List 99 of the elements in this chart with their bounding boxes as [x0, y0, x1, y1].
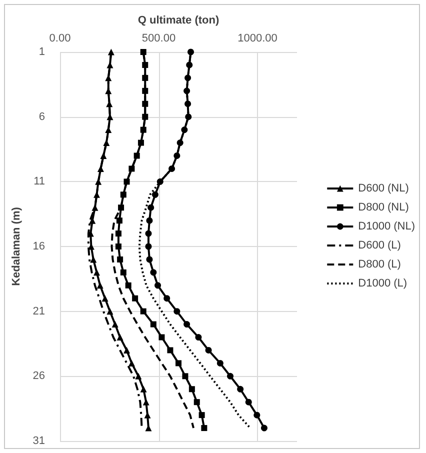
legend-label: D800 (L) [358, 258, 401, 270]
point [90, 256, 97, 263]
point [95, 178, 102, 185]
y-tick-label: 16 [32, 240, 45, 252]
x-tick-label: 0.00 [49, 32, 71, 44]
point [174, 308, 180, 315]
point [117, 256, 124, 262]
point [115, 244, 122, 250]
point [142, 88, 148, 94]
y-tick-label: 11 [34, 176, 45, 188]
y-tick-label: 6 [38, 110, 45, 123]
point [184, 74, 192, 82]
point [120, 192, 126, 198]
point [132, 295, 138, 302]
point [146, 256, 153, 263]
point [182, 373, 188, 380]
point [120, 269, 126, 276]
point [260, 424, 268, 432]
point [106, 308, 114, 315]
y-tick-label: 21 [32, 305, 45, 318]
point [237, 386, 244, 392]
point [118, 204, 124, 211]
point [115, 230, 122, 237]
point [105, 126, 112, 134]
point [185, 114, 192, 120]
point [184, 88, 190, 94]
point [138, 140, 144, 146]
point [184, 100, 192, 108]
x-tick-label: 1000.00 [238, 32, 278, 44]
point [128, 166, 135, 172]
point [188, 48, 194, 56]
point [140, 126, 146, 133]
y-tick-label: 31 [32, 435, 45, 447]
point [140, 308, 146, 314]
point [150, 269, 157, 276]
point [142, 74, 148, 81]
point [93, 269, 100, 276]
legend-label: D600 (NL) [358, 182, 409, 194]
legend-label: D800 (NL) [358, 202, 409, 214]
point [105, 74, 112, 82]
point [174, 152, 180, 159]
point [176, 140, 184, 146]
point [134, 152, 140, 159]
point [194, 399, 200, 406]
point [116, 218, 122, 224]
point [216, 360, 224, 366]
point [181, 126, 188, 134]
point [140, 49, 146, 55]
point [140, 386, 147, 392]
point [167, 347, 174, 354]
point [195, 334, 202, 341]
point [142, 62, 148, 68]
point [156, 178, 164, 185]
x-axis-title: Q ultimate (ton) [138, 14, 220, 26]
point [205, 346, 212, 354]
point [112, 321, 118, 328]
legend-label: D1000 (NL) [358, 220, 415, 232]
point [96, 282, 104, 289]
legend-label: D1000 (L) [358, 278, 408, 290]
point [145, 230, 152, 237]
point [106, 62, 114, 68]
point [227, 372, 234, 380]
point [186, 62, 193, 68]
point [97, 165, 104, 172]
y-tick-label: 1 [38, 46, 45, 58]
point [108, 48, 114, 56]
point [102, 295, 108, 302]
y-axis-title: Kedalaman (m) [10, 206, 22, 286]
point [148, 204, 154, 211]
point [142, 398, 150, 406]
point [176, 360, 182, 366]
legend-label: D600 (L) [358, 240, 401, 252]
point [116, 334, 124, 341]
point [150, 321, 156, 328]
point [145, 243, 152, 250]
point [254, 412, 260, 418]
point [198, 412, 205, 418]
point [164, 295, 170, 302]
x-tick-label: 500.00 [142, 32, 176, 44]
point [100, 152, 107, 159]
point [142, 100, 148, 107]
point [154, 282, 162, 289]
point [245, 398, 252, 406]
point [201, 425, 208, 432]
point [125, 282, 132, 288]
point [184, 321, 190, 328]
point [124, 346, 130, 354]
point [135, 372, 142, 380]
point [103, 140, 110, 146]
point [158, 334, 165, 340]
point [124, 178, 130, 185]
point [142, 114, 148, 120]
point [146, 217, 153, 224]
point [168, 165, 176, 172]
point [106, 114, 114, 120]
point [188, 386, 195, 392]
point [152, 191, 158, 198]
point [128, 360, 135, 366]
y-tick-label: 26 [32, 370, 45, 382]
